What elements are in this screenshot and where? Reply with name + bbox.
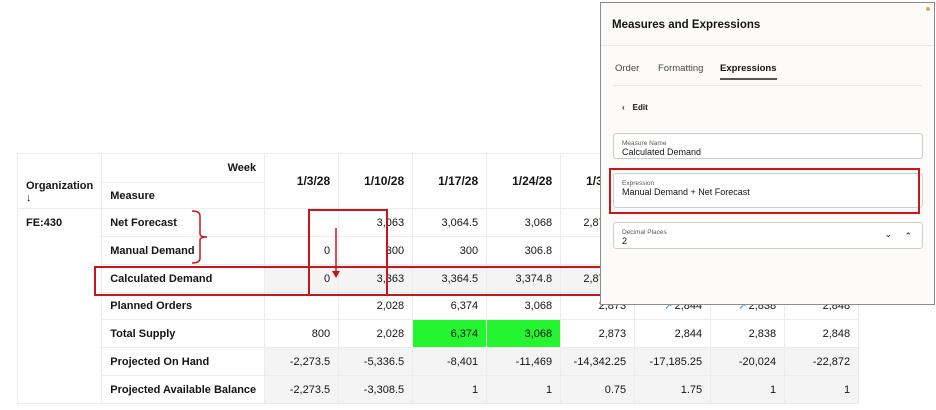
organization-cell: FE:430 <box>16 208 103 404</box>
value-cell[interactable]: 6,374 <box>412 319 488 348</box>
column-highlight-box <box>308 209 388 296</box>
measure-cell: Net Forecast <box>101 208 266 237</box>
value-cell[interactable]: 0.75 <box>560 375 636 404</box>
value-cell[interactable]: 2,848 <box>784 319 860 348</box>
value-cell[interactable]: 3,364.5 <box>412 264 488 293</box>
back-button[interactable]: ‹ Edit <box>622 103 648 112</box>
measure-cell: Projected On Hand <box>101 347 266 376</box>
organization-header[interactable]: Organization ↓ <box>16 153 103 209</box>
value-cell[interactable]: 306.8 <box>486 236 562 265</box>
value-cell[interactable]: 1 <box>784 375 860 404</box>
table-row: Total Supply 800 2,028 6,374 3,068 2,873 2,844… <box>18 319 860 348</box>
measure-cell: Planned Orders <box>101 292 266 320</box>
value-cell[interactable]: 3,363 <box>338 264 414 293</box>
edit-note-icon[interactable]: ↗ <box>664 301 673 312</box>
date-header[interactable]: 1/10/28 <box>338 153 414 209</box>
arrow-head <box>332 271 340 278</box>
value-cell[interactable]: 1 <box>412 375 488 404</box>
panel-title: Measures and Expressions <box>612 19 761 31</box>
arrow-down-icon[interactable]: ↓ <box>26 192 32 204</box>
measure-name-field[interactable]: Measure Name Calculated Demand <box>613 133 923 159</box>
value-cell[interactable] <box>264 208 340 237</box>
chevron-up-icon[interactable]: ⌃ <box>904 231 912 241</box>
date-header[interactable]: 1/3/28 <box>264 153 340 209</box>
value-cell[interactable]: 3,068 <box>486 319 562 348</box>
value-cell[interactable]: 800 <box>264 319 340 348</box>
value-cell[interactable]: -3,308.5 <box>338 375 414 404</box>
tab-order[interactable]: Order <box>615 63 640 74</box>
value-cell[interactable]: 3,063 <box>338 208 414 237</box>
value-cell[interactable]: -8,401 <box>412 347 488 376</box>
status-dot <box>926 7 930 11</box>
edit-note-icon[interactable]: ↗ <box>738 301 747 312</box>
value-cell[interactable]: -2,273.5 <box>264 375 340 404</box>
chevron-left-icon: ‹ <box>622 103 625 112</box>
value-cell[interactable]: -22,872 <box>784 347 860 376</box>
value-cell[interactable]: -20,024 <box>710 347 786 376</box>
tab-formatting[interactable]: Formatting <box>658 63 704 74</box>
chevron-down-icon[interactable]: ⌄ <box>884 229 892 239</box>
value-cell[interactable]: 300 <box>338 236 414 265</box>
week-header: Week <box>101 153 266 183</box>
bracket-annotation <box>191 210 208 264</box>
expression-highlight-box <box>609 168 920 214</box>
value-cell[interactable]: 1 <box>710 375 786 404</box>
table-row: Projected Available Balance -2,273.5 -3,30… <box>18 375 860 404</box>
organization-label: Organization <box>26 180 94 192</box>
expression-field[interactable]: Expression Manual Demand + Net Forecast <box>613 173 923 208</box>
measure-cell: Manual Demand <box>101 236 266 265</box>
value-cell[interactable]: 0 <box>264 264 340 293</box>
value-cell[interactable]: 2,028 <box>338 292 414 320</box>
value-cell[interactable]: 300 <box>412 236 488 265</box>
value-cell[interactable]: 1.75 <box>634 375 712 404</box>
value-cell[interactable]: -17,185.25 <box>634 347 712 376</box>
measures-expressions-panel: Measures and Expressions Order Formattin… <box>600 2 935 305</box>
table-row: Projected On Hand -2,273.5 -5,336.5 -8,401-… <box>18 347 860 376</box>
decimal-places-field[interactable]: Decimal Places 2 ⌄ ⌃ <box>613 222 923 249</box>
value-cell[interactable]: 3,064.5 <box>412 208 488 237</box>
value-cell[interactable]: -14,342.25 <box>560 347 636 376</box>
value-cell[interactable]: -2,273.5 <box>264 347 340 376</box>
value-cell[interactable]: 1 <box>486 375 562 404</box>
measure-header: Measure <box>101 182 266 209</box>
measure-cell: Projected Available Balance <box>101 375 266 404</box>
value-cell[interactable]: 2,873 <box>560 319 636 348</box>
tab-expressions[interactable]: Expressions <box>720 63 777 80</box>
